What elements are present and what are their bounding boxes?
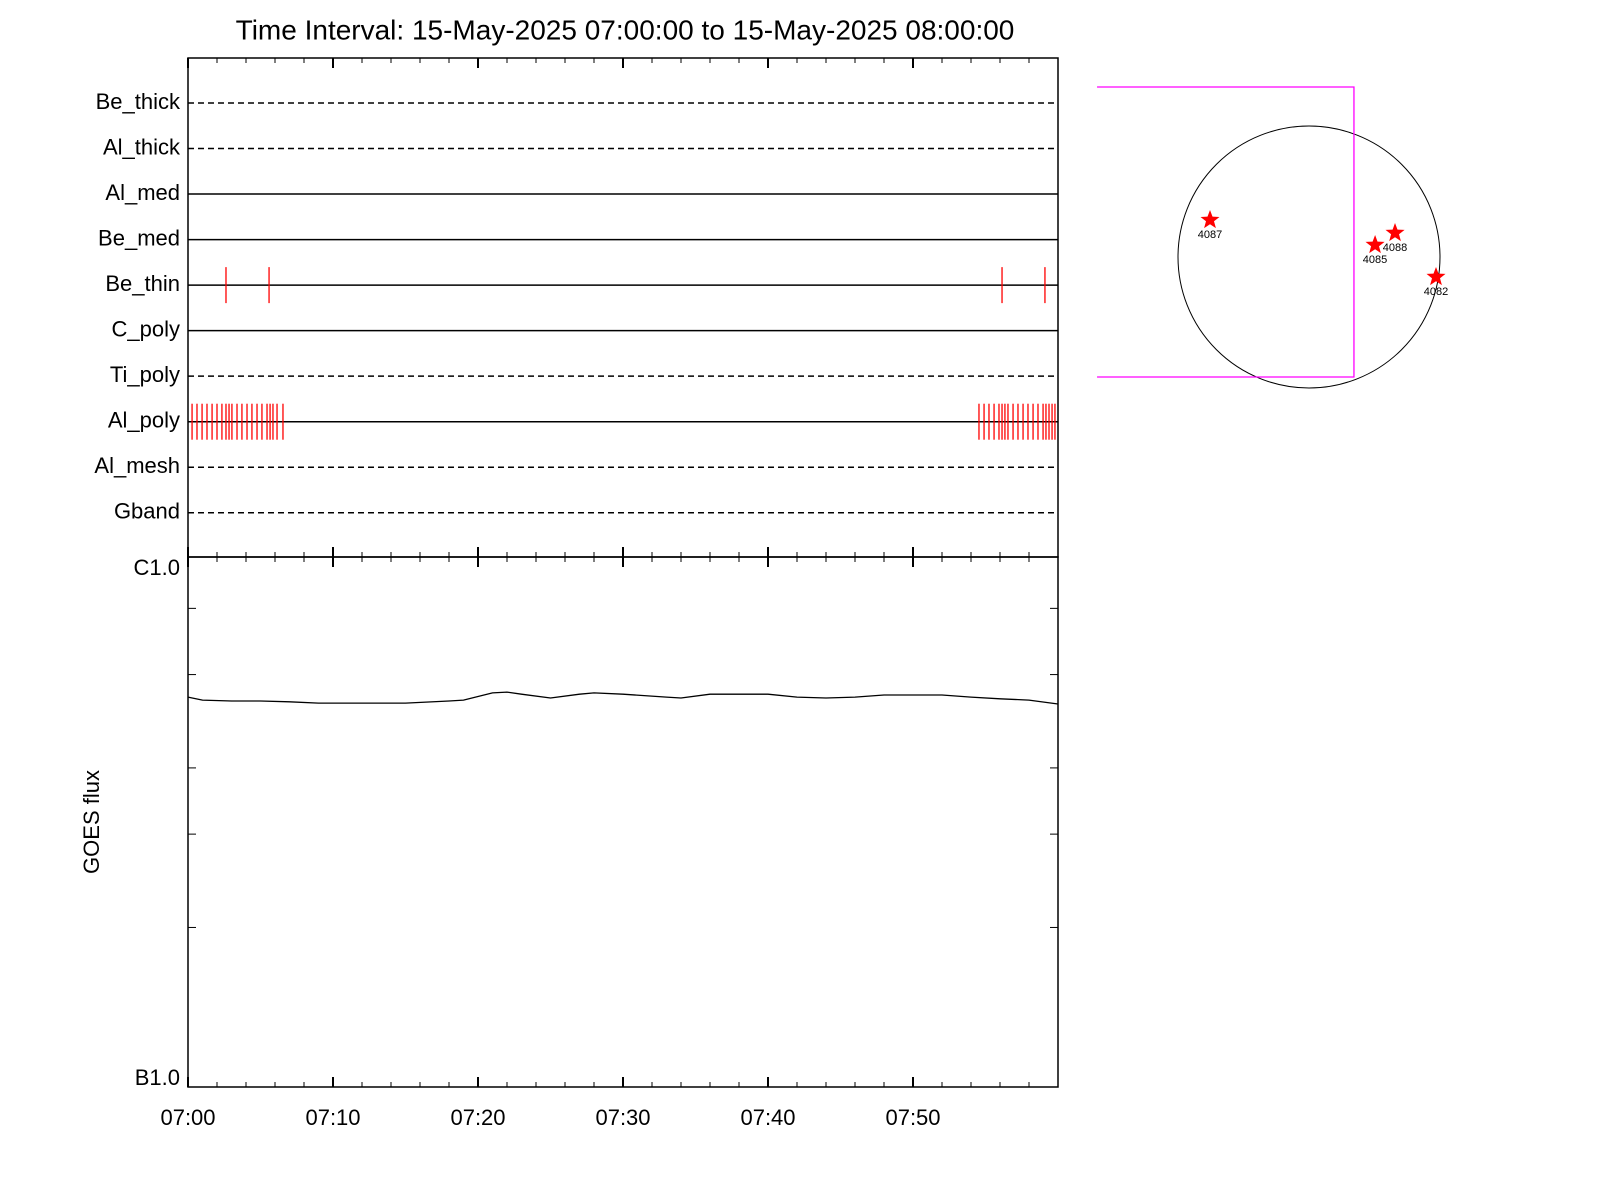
row-label: Al_poly: [108, 408, 180, 433]
x-tick-label: 07:20: [450, 1105, 505, 1130]
row-label: C_poly: [112, 316, 180, 341]
x-tick-label: 07:40: [740, 1105, 795, 1130]
solar-limb: [1177, 125, 1441, 389]
chart-title: Time Interval: 15-May-2025 07:00:00 to 1…: [236, 14, 1015, 45]
x-tick-label: 07:10: [305, 1105, 360, 1130]
region-marker: [1200, 210, 1220, 229]
x-tick-label: 07:30: [595, 1105, 650, 1130]
row-label: Al_mesh: [94, 453, 180, 478]
region-marker: [1426, 267, 1446, 286]
y-tick-label: C1.0: [134, 555, 180, 580]
x-tick-label: 07:00: [160, 1105, 215, 1130]
region-label: 4087: [1198, 229, 1222, 241]
row-label: Be_thin: [105, 271, 180, 296]
row-label: Al_med: [105, 180, 180, 205]
row-label: Be_med: [98, 225, 180, 250]
region-label: 4085: [1363, 254, 1387, 266]
region-label: 4082: [1424, 286, 1448, 298]
row-label: Be_thick: [96, 89, 181, 114]
region-marker: [1365, 235, 1385, 254]
y-tick-label: B1.0: [135, 1065, 180, 1090]
row-label: Ti_poly: [110, 362, 180, 387]
row-label: Gband: [114, 499, 180, 524]
goes-curve: [187, 691, 1059, 705]
x-tick-label: 07:50: [885, 1105, 940, 1130]
y-axis-label: GOES flux: [79, 770, 104, 874]
region-marker: [1385, 223, 1405, 242]
row-label: Al_thick: [103, 134, 181, 159]
region-label: 4088: [1383, 242, 1407, 254]
fov-box: [1097, 86, 1355, 378]
